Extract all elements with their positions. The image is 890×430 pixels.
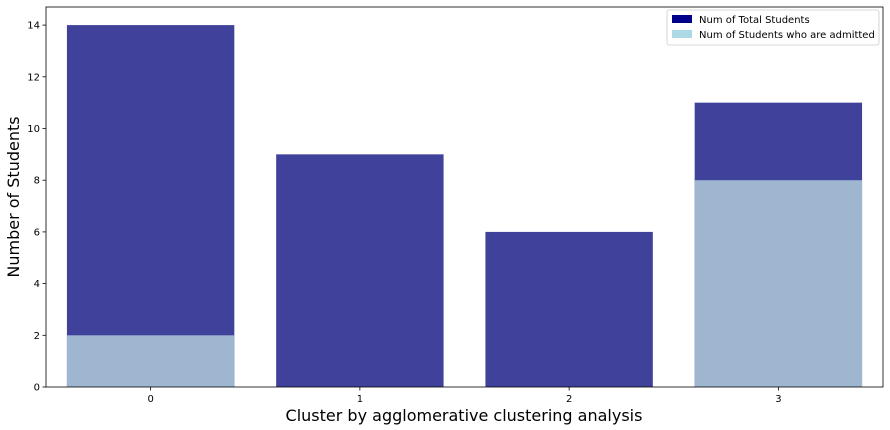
x-axis: 0 1 2 3 <box>147 387 782 405</box>
y-tick-label: 12 <box>27 72 40 83</box>
legend-frame <box>666 9 880 46</box>
y-tick-label: 10 <box>27 124 40 135</box>
plot-area-frame <box>45 6 884 388</box>
bar-total-0 <box>66 25 235 387</box>
x-axis-title: Cluster by agglomerative clustering anal… <box>286 406 643 425</box>
legend: Num of Total Students Num of Students wh… <box>666 9 880 46</box>
legend-swatch-total <box>672 15 692 23</box>
y-tick-label: 6 <box>34 227 40 238</box>
bar-admitted-0 <box>66 335 235 387</box>
bar-total-1 <box>276 154 444 387</box>
bar-total-2 <box>485 231 653 387</box>
y-tick-label: 4 <box>34 279 40 290</box>
legend-swatch-admitted <box>672 30 692 38</box>
x-tick-label: 0 <box>147 394 153 405</box>
y-tick-label: 0 <box>34 383 40 394</box>
y-tick-label: 14 <box>27 21 40 32</box>
y-tick-label: 2 <box>34 331 40 342</box>
y-axis-title: Number of Students <box>4 116 23 277</box>
y-axis: 0 2 4 6 8 10 12 14 <box>27 21 46 394</box>
bar-admitted-3 <box>694 180 863 387</box>
legend-label-total: Num of Total Students <box>699 15 810 26</box>
x-tick-label: 3 <box>775 394 781 405</box>
x-tick-label: 1 <box>357 394 363 405</box>
legend-label-admitted: Num of Students who are admitted <box>699 30 875 41</box>
admitted-students-bars <box>66 180 863 387</box>
y-tick-label: 8 <box>34 176 40 187</box>
x-tick-label: 2 <box>566 394 572 405</box>
